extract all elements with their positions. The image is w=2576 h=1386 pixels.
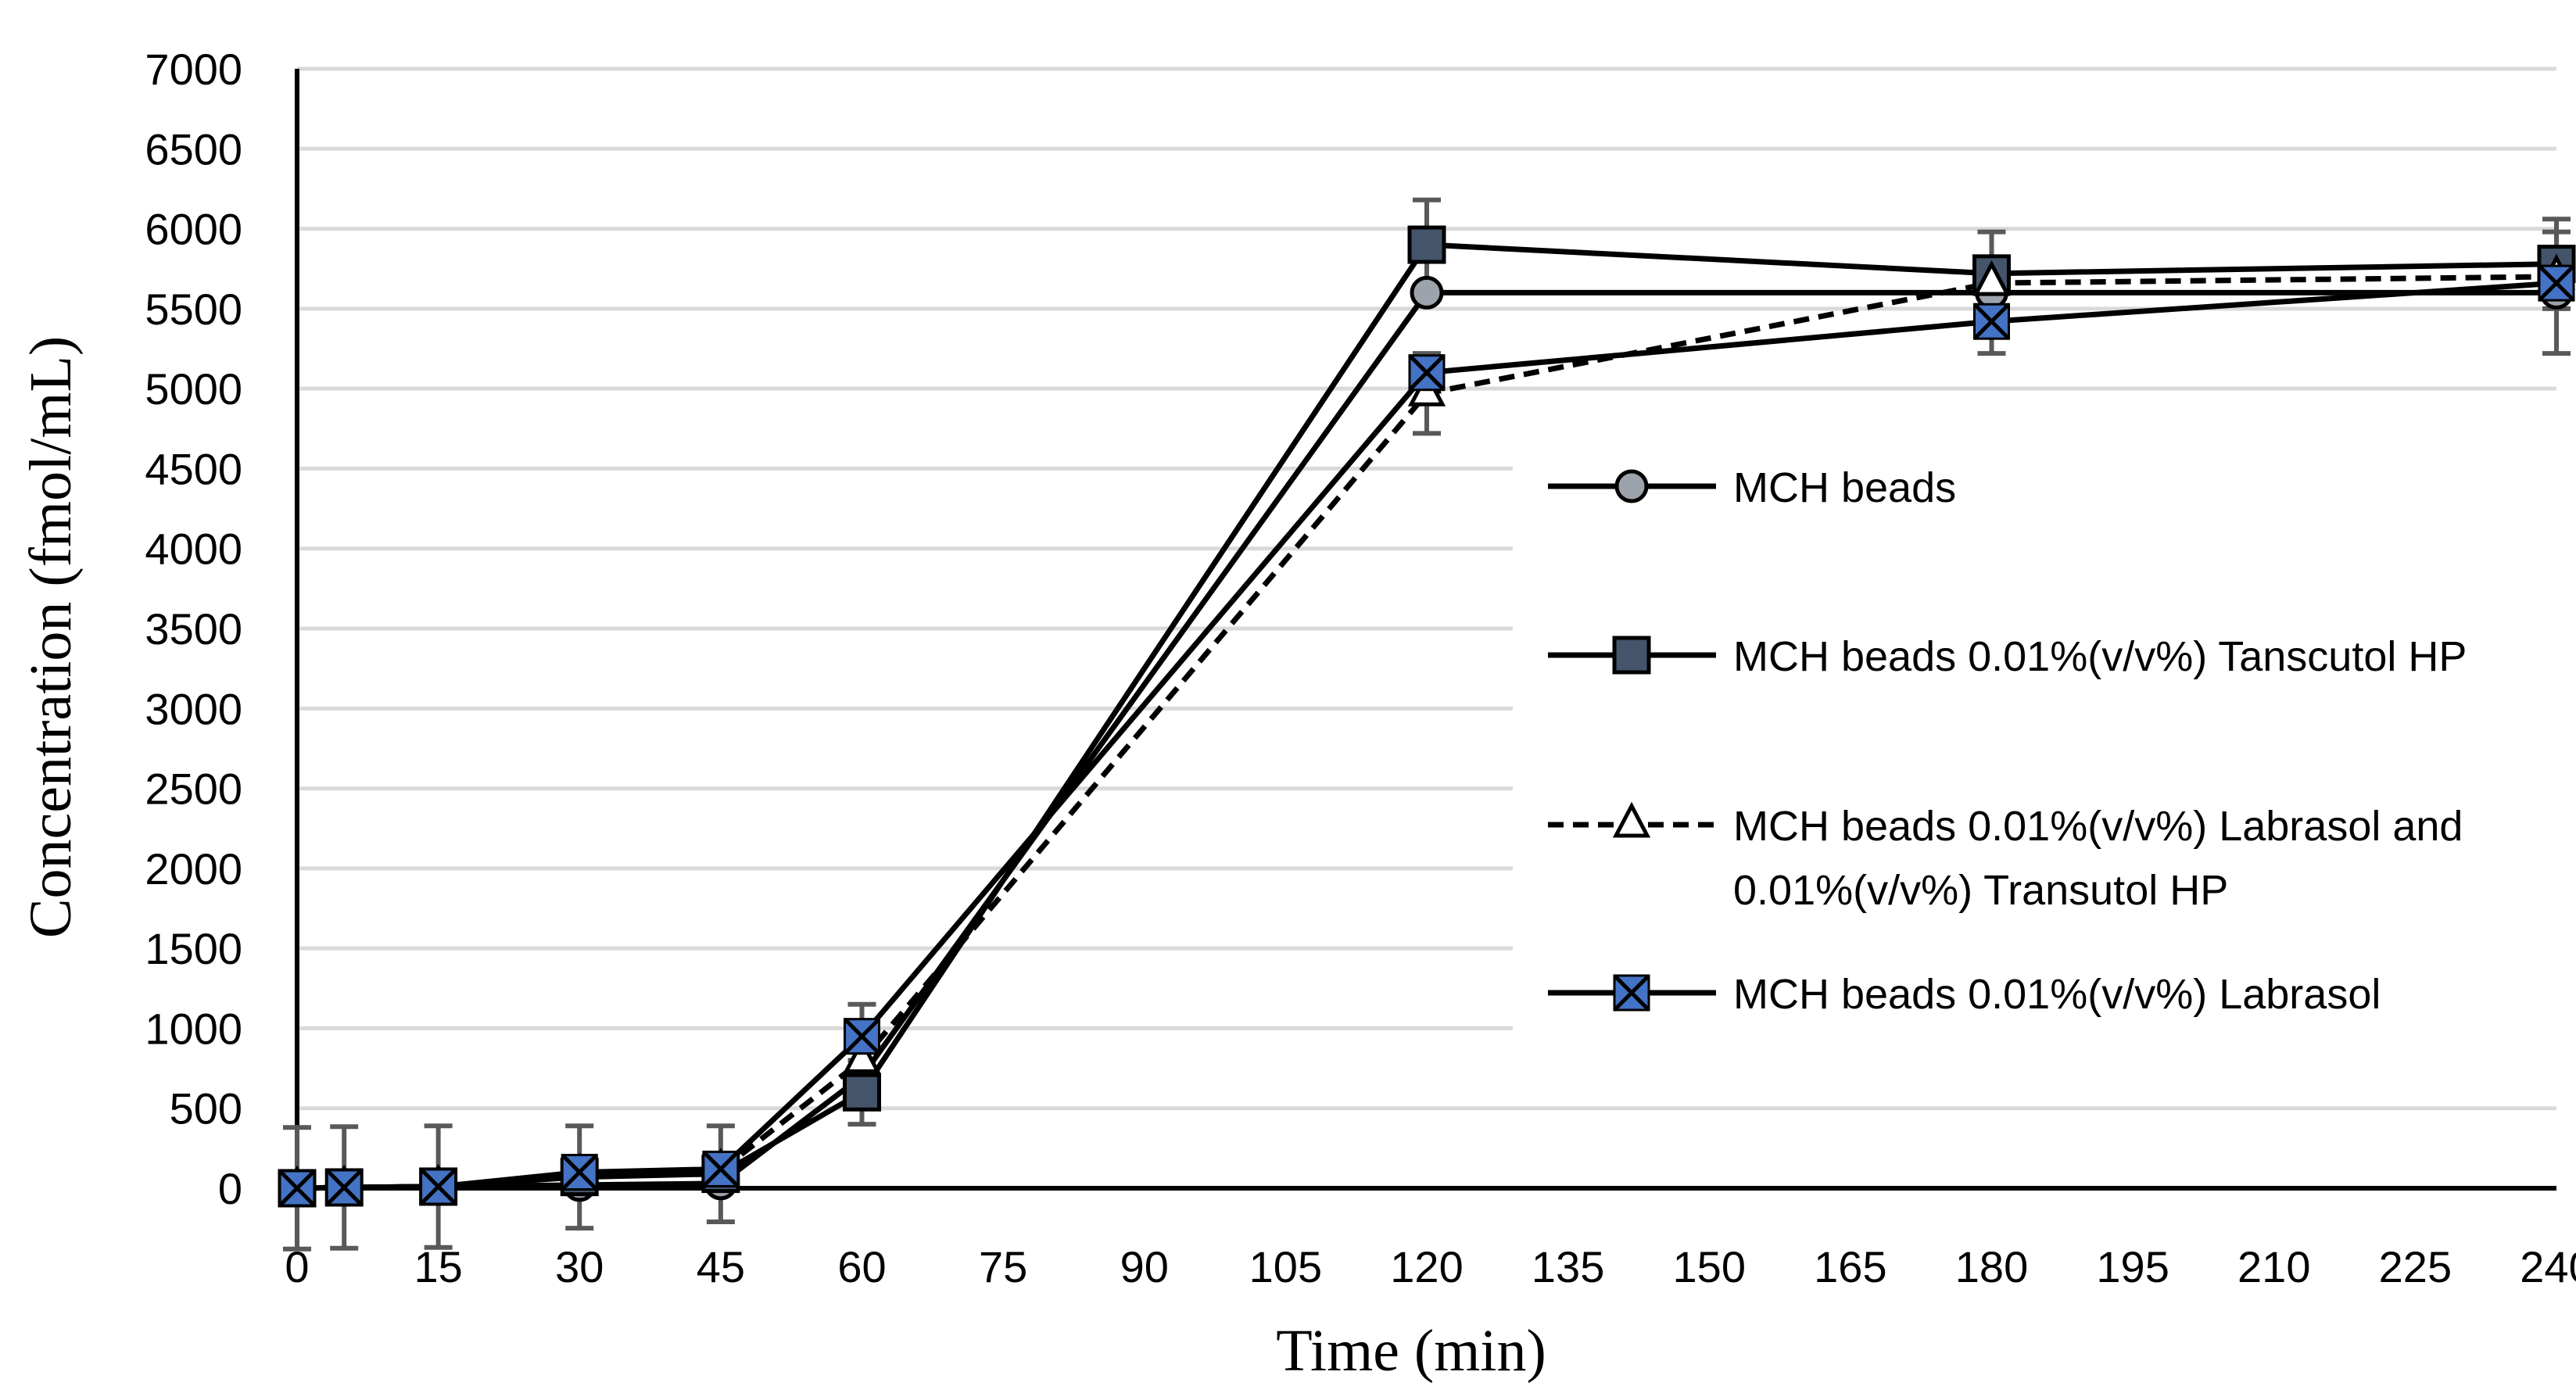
x-tick-label-135: 135 xyxy=(1532,1242,1604,1291)
x-tick-label-240: 240 xyxy=(2520,1242,2576,1291)
legend-label-1: MCH beads xyxy=(1733,464,1956,511)
x-tick-label-120: 120 xyxy=(1390,1242,1463,1291)
y-tick-label-1500: 1500 xyxy=(145,924,242,973)
x-tick-label-30: 30 xyxy=(555,1242,604,1291)
y-tick-label-6000: 6000 xyxy=(145,205,242,254)
x-tick-label-195: 195 xyxy=(2096,1242,2169,1291)
y-tick-label-1000: 1000 xyxy=(145,1004,242,1053)
y-tick-label-2000: 2000 xyxy=(145,844,242,894)
x-tick-label-180: 180 xyxy=(1955,1242,2028,1291)
x-axis-label: Time (min) xyxy=(1276,1318,1546,1384)
axes xyxy=(295,69,2556,1191)
x-tick-label-150: 150 xyxy=(1673,1242,1746,1291)
marker-s2-120 xyxy=(1407,225,1446,264)
x-tick-label-90: 90 xyxy=(1120,1242,1169,1291)
x-tick-label-45: 45 xyxy=(697,1242,745,1291)
marker-s4-15 xyxy=(419,1168,457,1205)
marker-s3-60 xyxy=(843,1037,881,1073)
y-tick-label-4500: 4500 xyxy=(145,444,242,493)
marker-s4-240 xyxy=(2538,264,2575,302)
y-tick-label-6500: 6500 xyxy=(145,124,242,174)
y-tick-label-3500: 3500 xyxy=(145,604,242,654)
legend-marker-1 xyxy=(1614,469,1649,503)
x-tick-label-60: 60 xyxy=(837,1242,886,1291)
marker-s4-180 xyxy=(1972,303,2011,340)
marker-s4-0 xyxy=(278,1169,316,1207)
legend-marker-3 xyxy=(1612,801,1651,838)
legend-label-4: MCH beads 0.01%(v/v%) Labrasol xyxy=(1733,971,2381,1018)
marker-s1-120 xyxy=(1410,275,1444,310)
y-tick-label-2500: 2500 xyxy=(145,765,242,814)
y-tick-label-500: 500 xyxy=(170,1084,242,1134)
marker-s4-30 xyxy=(561,1153,599,1191)
legend-label-3-line1: MCH beads 0.01%(v/v%) Labrasol and xyxy=(1733,803,2463,850)
x-tick-label-225: 225 xyxy=(2379,1242,2452,1291)
legend-label-2: MCH beads 0.01%(v/v%) Tanscutol HP xyxy=(1733,633,2467,680)
y-tick-label-5000: 5000 xyxy=(145,364,242,414)
marker-s3-180 xyxy=(1972,260,2011,296)
gridlines xyxy=(297,66,2556,1111)
y-tick-label-0: 0 xyxy=(218,1164,242,1213)
x-tick-label-15: 15 xyxy=(414,1242,462,1291)
y-tick-label-3000: 3000 xyxy=(145,684,242,733)
x-tick-label-0: 0 xyxy=(285,1242,309,1291)
x-tick-label-105: 105 xyxy=(1249,1242,1322,1291)
marker-s4-60 xyxy=(843,1017,881,1055)
legend-label-3-line2: 0.01%(v/v%) Transutol HP xyxy=(1733,867,2228,914)
legend-background xyxy=(1513,403,2576,1044)
y-tick-label-4000: 4000 xyxy=(145,525,242,574)
marker-s2-60 xyxy=(843,1073,881,1112)
y-tick-label-7000: 7000 xyxy=(145,45,242,94)
x-tick-label-210: 210 xyxy=(2237,1242,2310,1291)
legend-marker-2 xyxy=(1612,636,1651,675)
y-tick-label-5500: 5500 xyxy=(145,285,242,334)
series-markers xyxy=(278,225,2576,1208)
legend: MCH beads MCH beads 0.01%(v/v%) Tanscutol… xyxy=(1548,464,2467,1018)
x-tick-label-165: 165 xyxy=(1814,1242,1886,1291)
legend-marker-4 xyxy=(1613,974,1650,1012)
marker-s4-120 xyxy=(1408,353,1446,392)
y-axis-label: Concentration (fmol/mL) xyxy=(18,336,84,938)
marker-s4-5 xyxy=(325,1169,363,1206)
marker-s4-45 xyxy=(702,1150,740,1188)
tick-labels: 0500100015002000250030003500400045005000… xyxy=(145,45,2576,1291)
x-tick-label-75: 75 xyxy=(979,1242,1027,1291)
